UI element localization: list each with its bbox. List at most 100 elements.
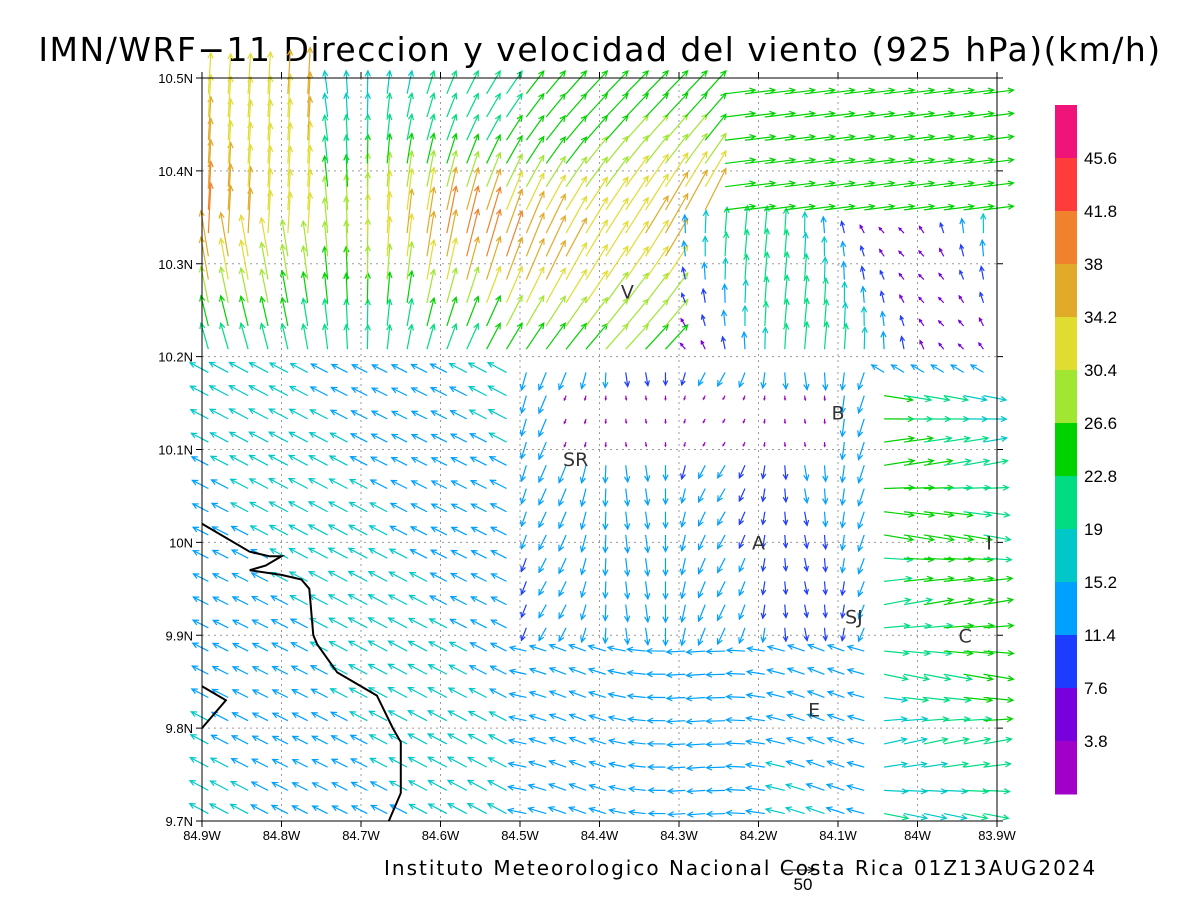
wind-vector (426, 150, 435, 187)
wind-vector-head (387, 733, 395, 740)
wind-vector (289, 547, 309, 559)
wind-vector (287, 192, 291, 234)
wind-vector-head (427, 641, 436, 647)
wind-vector-head (473, 208, 481, 216)
wind-vector (311, 688, 328, 699)
wind-vector-head (230, 758, 238, 764)
wind-vector-head (947, 511, 955, 518)
wind-vector-head (622, 69, 629, 77)
wind-vector (665, 92, 689, 118)
wind-vector-head (839, 544, 847, 552)
wind-vector (323, 197, 329, 234)
wind-vector (451, 480, 468, 490)
wind-vector-head (822, 475, 829, 483)
wind-vector-head (978, 316, 983, 322)
wind-vector (468, 733, 487, 745)
wind-vector (824, 182, 855, 188)
wind-vector (903, 763, 927, 768)
wind-vector-head (280, 322, 287, 330)
wind-vector-head (368, 710, 376, 717)
wind-vector (431, 410, 448, 420)
wind-vector (366, 324, 369, 350)
wind-vector (268, 454, 289, 466)
wind-vector (406, 133, 413, 164)
wind-vector-head (899, 335, 906, 342)
wind-vector-head (957, 343, 962, 348)
wind-vector (386, 191, 391, 234)
wind-vector (857, 581, 865, 597)
wind-vector (328, 570, 348, 582)
wind-vector (784, 604, 787, 618)
wind-vector-head (662, 474, 669, 482)
wind-vector (706, 720, 726, 722)
wind-vector-head (839, 476, 846, 484)
wind-vector (806, 760, 825, 768)
wind-vector (841, 627, 845, 641)
wind-vector (308, 478, 328, 490)
wind-vector-head (840, 612, 846, 620)
wind-vector (744, 112, 776, 118)
wind-vector (864, 182, 895, 188)
wind-vector (608, 670, 626, 675)
wind-vector (943, 650, 973, 655)
wind-vector-head (749, 110, 757, 118)
wind-vector-head (349, 433, 358, 439)
wind-vector (604, 511, 607, 530)
wind-vector (939, 222, 945, 234)
wind-vector (207, 52, 212, 94)
wind-vector-head (848, 87, 856, 94)
wind-vector (807, 737, 825, 745)
wind-vector (979, 292, 985, 303)
wind-vector-head (642, 92, 650, 100)
wind-vector (963, 460, 990, 466)
coastline (201, 522, 402, 822)
wind-vector-head (321, 271, 329, 279)
wind-vector-head (702, 420, 706, 424)
wind-vector-head (717, 566, 723, 574)
wind-vector (406, 298, 413, 327)
wind-vector-head (386, 113, 393, 121)
wind-vector (489, 711, 507, 722)
wind-vector (505, 115, 523, 141)
wind-vector (565, 93, 587, 118)
wind-vector (310, 386, 328, 397)
wind-vector (766, 762, 785, 768)
wind-vector (706, 650, 726, 653)
wind-vector (406, 242, 413, 280)
wind-vector (687, 812, 706, 816)
wind-vector (609, 786, 626, 791)
wind-vector (804, 488, 808, 503)
wind-vector-head (922, 696, 930, 703)
wind-vector-head (870, 364, 878, 371)
wind-vector-head (749, 180, 757, 187)
wind-vector-head (218, 211, 225, 219)
wind-vector (309, 455, 328, 466)
wind-vector (762, 372, 766, 389)
wind-vector-head (430, 210, 437, 218)
wind-vector (520, 465, 527, 482)
wind-vector (538, 418, 547, 437)
wind-vector-head (427, 664, 435, 670)
wind-vector (704, 113, 727, 141)
wind-vector (625, 488, 629, 506)
wind-vector (190, 734, 209, 745)
wind-vector (843, 302, 847, 327)
wind-vector-head (190, 456, 198, 462)
wind-vector (366, 70, 369, 94)
wind-vector (411, 387, 428, 397)
wind-vector-head (192, 573, 200, 579)
wind-vector (864, 205, 895, 211)
wind-vector-head (407, 710, 415, 716)
wind-vector (664, 193, 689, 234)
wind-vector-head (763, 397, 766, 401)
wind-vector-head (469, 480, 478, 486)
wind-vector (232, 712, 249, 722)
wind-vector-head (662, 569, 669, 577)
wind-vector-head (207, 51, 214, 59)
wind-vector (605, 176, 629, 211)
wind-vector-head (448, 641, 456, 648)
wind-vector-head (857, 590, 864, 598)
wind-vector (884, 534, 914, 541)
wind-vector-head (473, 265, 480, 274)
wind-vector-head (387, 594, 395, 601)
